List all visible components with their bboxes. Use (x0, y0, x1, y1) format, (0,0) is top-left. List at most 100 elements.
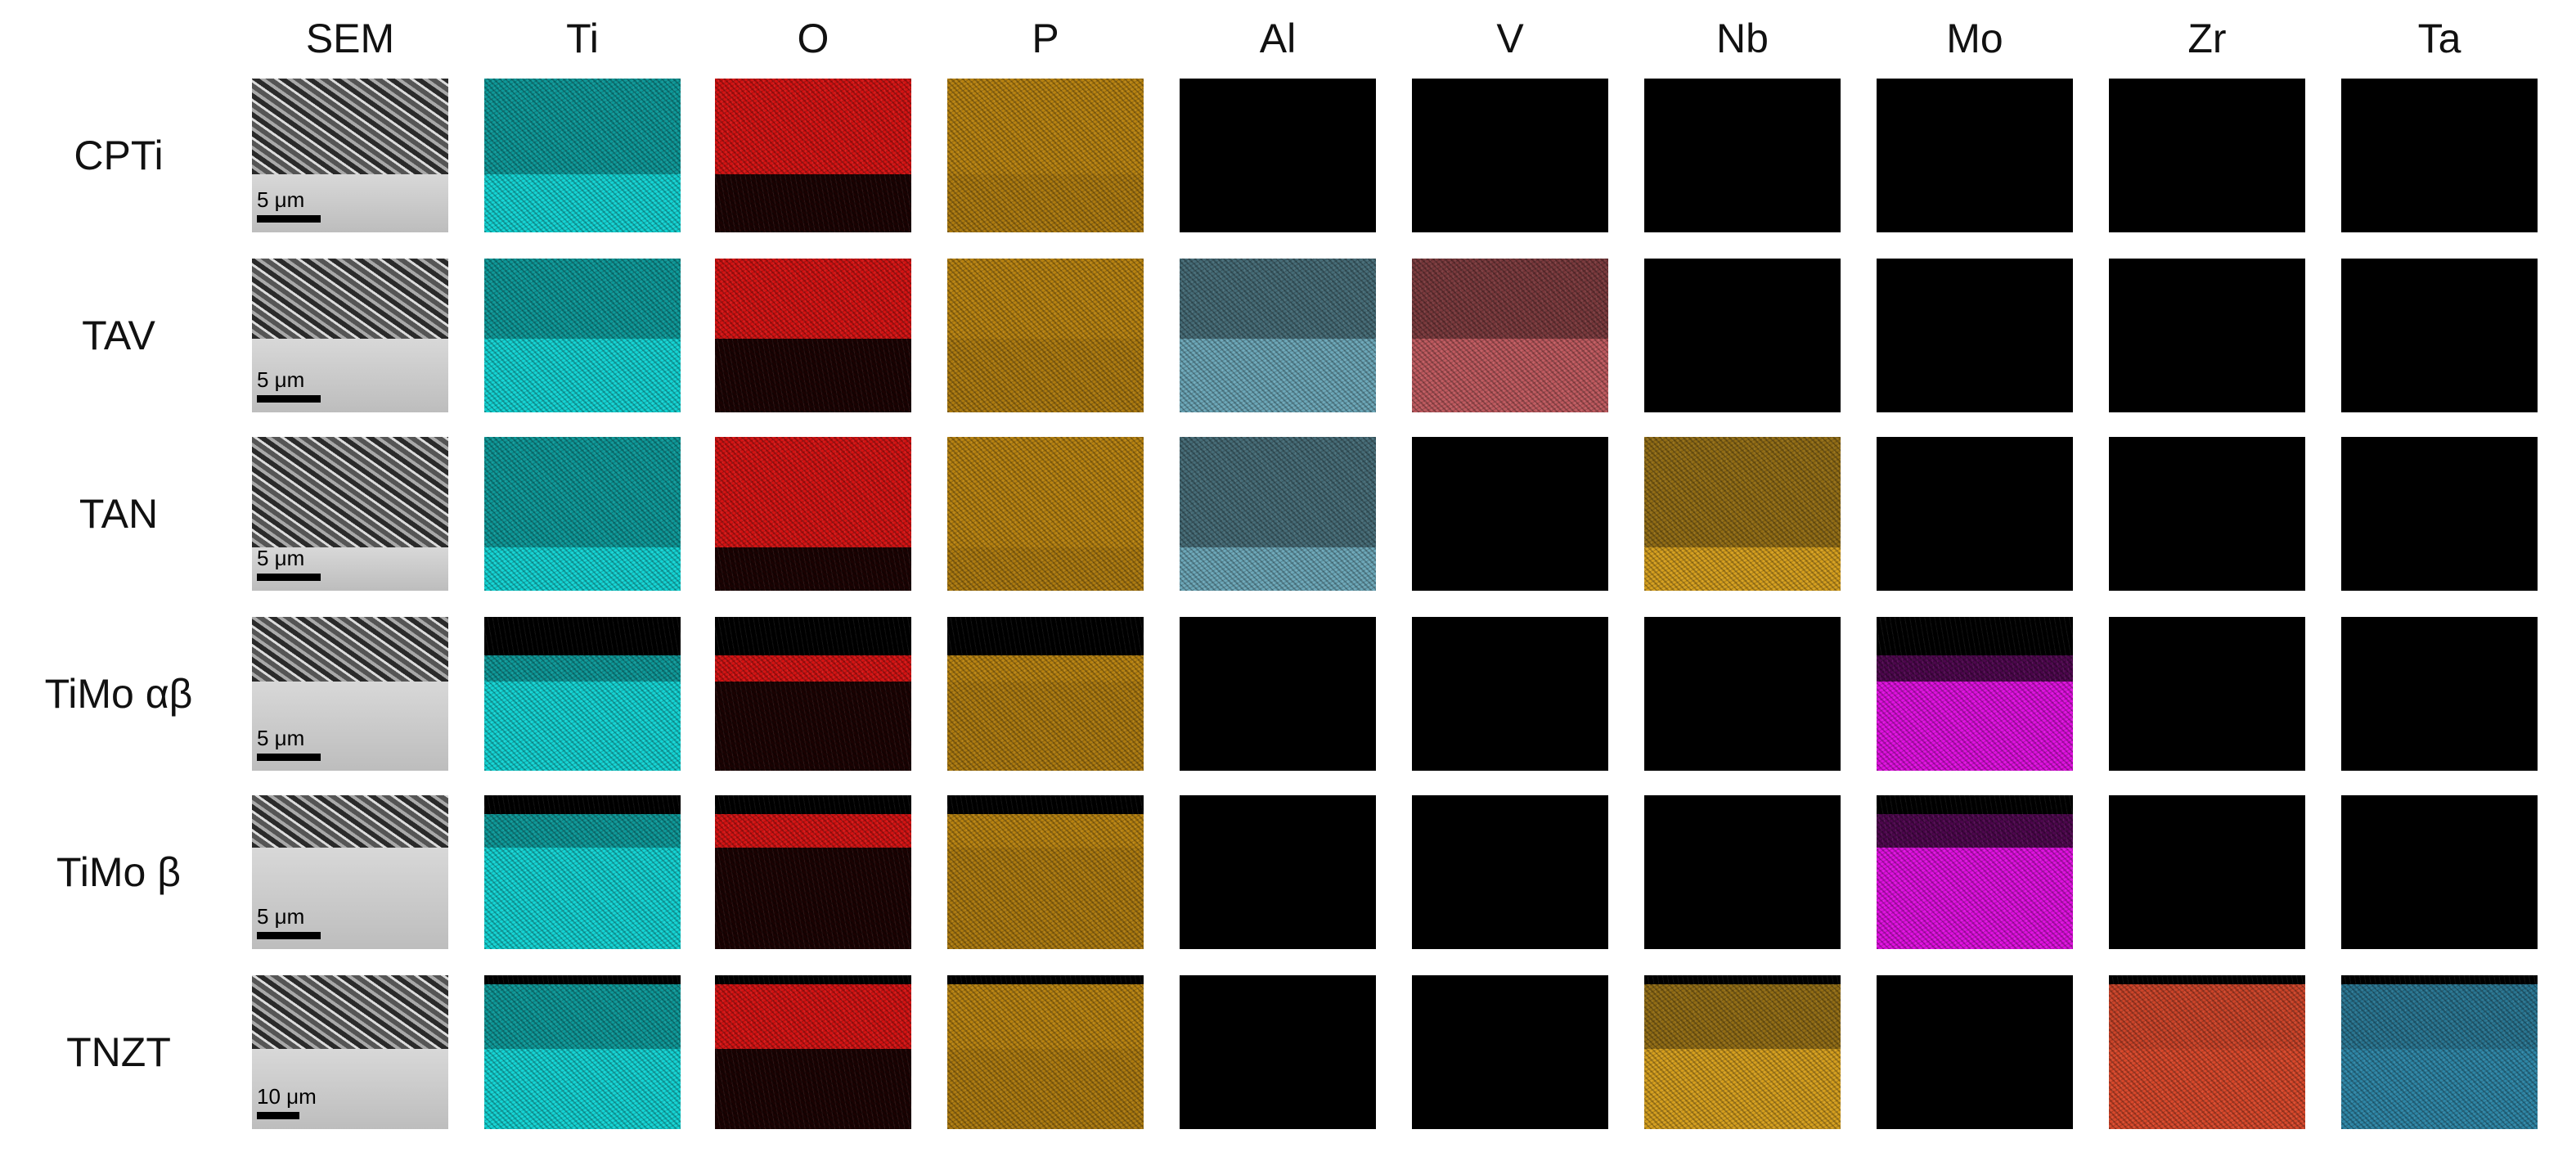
eds-map-v (1412, 79, 1608, 232)
substrate-signal (1644, 547, 1841, 591)
substrate-signal (947, 848, 1144, 949)
eds-map-al (1180, 975, 1376, 1129)
sem-image: 5 μm (252, 437, 448, 591)
noise-texture (947, 975, 1144, 1129)
substrate-signal (484, 848, 681, 949)
coating-signal (715, 437, 911, 547)
scale-bar (257, 215, 321, 223)
eds-map-al (1180, 437, 1376, 591)
eds-map-mo (1877, 795, 2073, 949)
sem-image: 5 μm (252, 617, 448, 771)
noise-texture (484, 795, 681, 949)
row-label: TiMo β (56, 849, 181, 895)
coating-signal (1180, 437, 1376, 547)
substrate-signal (947, 547, 1144, 591)
noise-texture (947, 617, 1144, 771)
sem-substrate (252, 174, 448, 232)
eds-map-ta (2341, 617, 2538, 771)
coating-signal (484, 437, 681, 547)
eds-map-p (947, 259, 1144, 412)
sem-coating (252, 975, 448, 1049)
eds-map-al (1180, 795, 1376, 949)
eds-map-ti (484, 795, 681, 949)
scale-bar-label: 5 μm (257, 187, 305, 212)
eds-map-v (1412, 795, 1608, 949)
substrate-signal (1877, 848, 2073, 949)
noise-texture (1877, 617, 2073, 771)
column-header-sem: SEM (305, 16, 395, 61)
eds-map-ti (484, 437, 681, 591)
coating-signal (715, 984, 911, 1049)
noise-texture (947, 795, 1144, 949)
eds-map-ti (484, 259, 681, 412)
noise-texture (947, 437, 1144, 591)
eds-map-zr (2109, 795, 2305, 949)
noise-texture (484, 79, 681, 232)
column-header-al: Al (1259, 16, 1297, 61)
coating-signal (715, 814, 911, 848)
eds-map-ta (2341, 795, 2538, 949)
eds-map-ti (484, 975, 681, 1129)
sem-image: 10 μm (252, 975, 448, 1129)
eds-map-nb (1644, 617, 1841, 771)
coating-signal (947, 259, 1144, 339)
noise-texture (484, 259, 681, 412)
coating-signal (484, 814, 681, 848)
substrate-signal (1180, 339, 1376, 412)
substrate-signal (484, 547, 681, 591)
noise-texture (2341, 975, 2538, 1129)
eds-map-mo (1877, 437, 2073, 591)
eds-map-al (1180, 617, 1376, 771)
eds-map-o (715, 795, 911, 949)
sem-coating (252, 617, 448, 682)
substrate-signal (947, 339, 1144, 412)
coating-signal (484, 259, 681, 339)
scale-bar-label: 10 μm (257, 1084, 317, 1109)
coating-signal (2341, 984, 2538, 1049)
substrate-signal (947, 1049, 1144, 1129)
noise-texture (1180, 437, 1376, 591)
eds-map-v (1412, 259, 1608, 412)
substrate-signal (715, 174, 911, 232)
substrate-signal (2109, 1049, 2305, 1129)
noise-texture (1180, 259, 1376, 412)
coating-signal (1644, 984, 1841, 1049)
substrate-signal (1180, 547, 1376, 591)
eds-map-ti (484, 79, 681, 232)
sem-substrate (252, 547, 448, 591)
row-label: TAN (79, 491, 159, 537)
coating-signal (1180, 259, 1376, 339)
eds-map-p (947, 437, 1144, 591)
row-label: TAV (82, 313, 155, 358)
eds-map-mo (1877, 617, 2073, 771)
substrate-signal (1412, 339, 1608, 412)
noise-texture (715, 795, 911, 949)
sem-coating (252, 437, 448, 547)
row-label: CPTi (74, 133, 164, 178)
eds-map-zr (2109, 617, 2305, 771)
eds-map-p (947, 617, 1144, 771)
coating-signal (947, 437, 1144, 547)
eds-map-o (715, 259, 911, 412)
scale-bar (257, 574, 321, 581)
row-label: TNZT (66, 1029, 171, 1075)
substrate-signal (947, 682, 1144, 771)
noise-texture (1644, 975, 1841, 1129)
coating-signal (1412, 259, 1608, 339)
scale-bar-label: 5 μm (257, 367, 305, 392)
coating-signal (484, 79, 681, 174)
sem-coating (252, 259, 448, 339)
coating-signal (947, 655, 1144, 682)
eds-map-mo (1877, 259, 2073, 412)
eds-map-ta (2341, 975, 2538, 1129)
column-header-v: V (1496, 16, 1524, 61)
sem-image: 5 μm (252, 795, 448, 949)
sem-image: 5 μm (252, 259, 448, 412)
eds-map-ti (484, 617, 681, 771)
substrate-signal (484, 339, 681, 412)
column-header-zr: Zr (2187, 16, 2227, 61)
eds-map-p (947, 795, 1144, 949)
eds-map-al (1180, 259, 1376, 412)
column-header-p: P (1032, 16, 1059, 61)
